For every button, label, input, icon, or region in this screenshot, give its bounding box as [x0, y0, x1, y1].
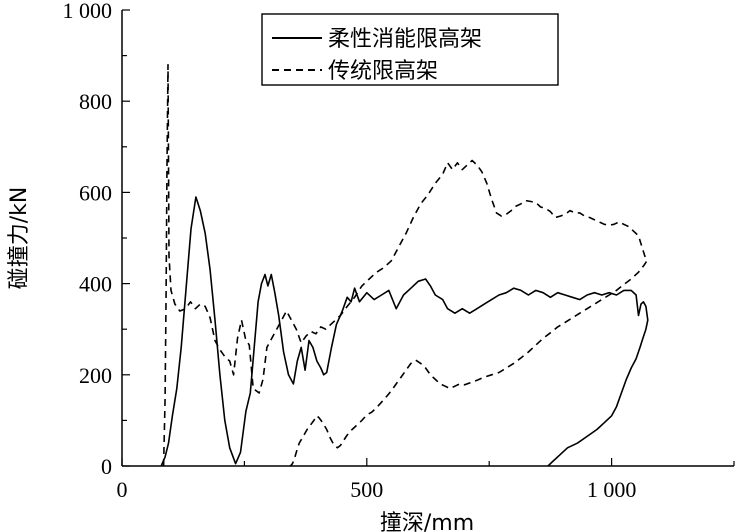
series-line-1	[160, 196, 649, 467]
legend: 柔性消能限高架 传统限高架	[261, 13, 559, 86]
series-lines	[160, 63, 649, 467]
legend-box	[261, 13, 559, 86]
y-tick-label: 400	[79, 272, 112, 297]
x-axis-title: 撞深/mm	[380, 511, 474, 532]
y-tick-label: 800	[79, 89, 112, 114]
y-tick-label: 1 000	[63, 0, 113, 23]
y-tick-label: 200	[79, 363, 112, 388]
x-tick-label: 500	[350, 477, 383, 502]
y-tick-label: 0	[101, 454, 112, 479]
x-tick-label: 0	[117, 477, 128, 502]
x-tick-label: 1 000	[587, 477, 637, 502]
series-line-2	[162, 63, 648, 467]
ticks: 0 500 1 000 0 200 400 600 800 1 000	[63, 0, 735, 502]
y-tick-label: 600	[79, 180, 112, 205]
legend-label-series-1: 柔性消能限高架	[328, 27, 482, 52]
legend-label-series-2: 传统限高架	[328, 59, 438, 84]
y-axis-title: 碰撞力/kN	[7, 187, 32, 290]
